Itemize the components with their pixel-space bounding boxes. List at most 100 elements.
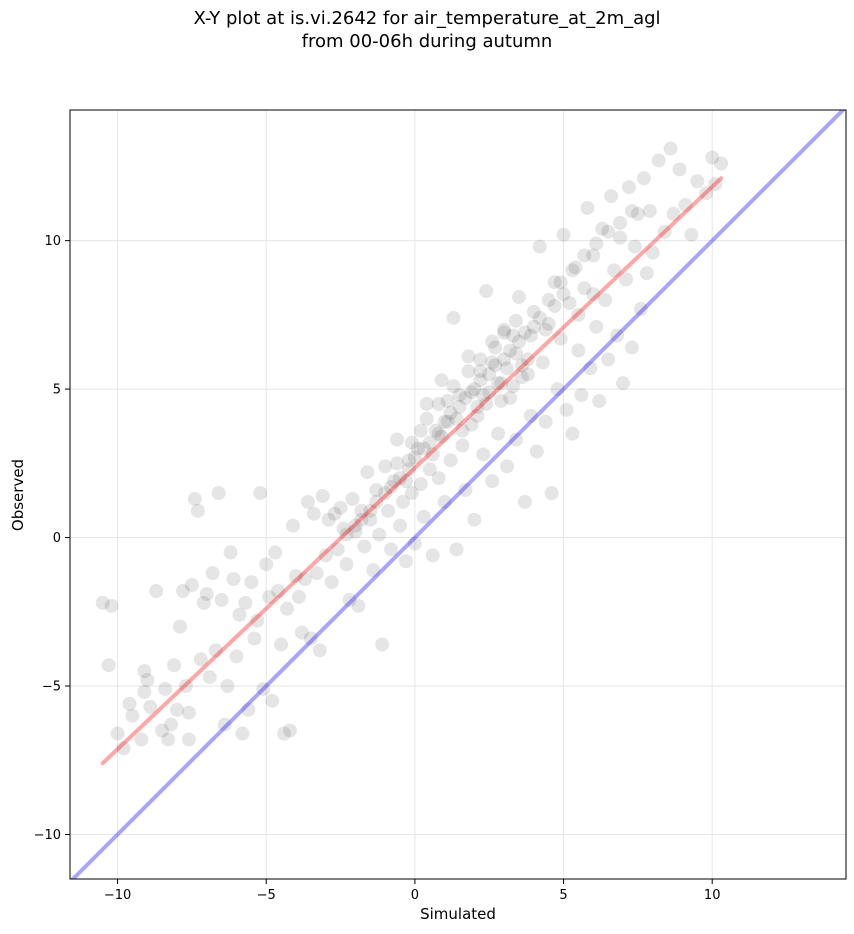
data-point bbox=[217, 717, 232, 732]
data-point bbox=[538, 322, 553, 337]
data-point bbox=[574, 388, 589, 403]
data-point bbox=[422, 435, 437, 450]
data-point bbox=[532, 310, 547, 325]
data-point bbox=[407, 536, 422, 551]
data-point bbox=[238, 595, 253, 610]
data-point bbox=[173, 619, 188, 634]
data-point bbox=[714, 156, 729, 171]
data-point bbox=[452, 399, 467, 414]
data-point bbox=[360, 465, 375, 480]
data-point bbox=[315, 488, 330, 503]
data-point bbox=[705, 150, 720, 165]
data-point bbox=[181, 705, 196, 720]
data-point bbox=[520, 367, 535, 382]
data-point bbox=[395, 494, 410, 509]
data-point bbox=[384, 480, 399, 495]
data-point bbox=[125, 708, 140, 723]
data-point bbox=[256, 681, 271, 696]
data-point bbox=[488, 340, 503, 355]
data-point bbox=[583, 361, 598, 376]
data-point bbox=[586, 287, 601, 302]
data-point bbox=[556, 287, 571, 302]
data-point bbox=[381, 503, 396, 518]
data-point bbox=[577, 248, 592, 263]
data-point bbox=[372, 527, 387, 542]
data-point bbox=[410, 441, 425, 456]
data-point bbox=[595, 221, 610, 236]
data-point bbox=[235, 726, 250, 741]
data-point bbox=[473, 373, 488, 388]
chart-title-line-1: X-Y plot at is.vi.2642 for air_temperatu… bbox=[193, 8, 661, 29]
data-point bbox=[357, 539, 372, 554]
data-point bbox=[642, 203, 657, 218]
data-point bbox=[651, 153, 666, 168]
data-point bbox=[407, 450, 422, 465]
data-point bbox=[178, 679, 193, 694]
data-point bbox=[339, 557, 354, 572]
data-point bbox=[506, 379, 521, 394]
data-point bbox=[485, 334, 500, 349]
data-point bbox=[205, 566, 220, 581]
data-point bbox=[508, 432, 523, 447]
data-point bbox=[369, 483, 384, 498]
data-point bbox=[384, 542, 399, 557]
data-point bbox=[390, 432, 405, 447]
data-point bbox=[309, 566, 324, 581]
data-point bbox=[571, 307, 586, 322]
data-point bbox=[294, 625, 309, 640]
data-point bbox=[393, 471, 408, 486]
data-point bbox=[149, 583, 164, 598]
data-point bbox=[473, 364, 488, 379]
data-point bbox=[155, 723, 170, 738]
data-point bbox=[95, 595, 110, 610]
data-point bbox=[277, 726, 292, 741]
data-point bbox=[330, 542, 345, 557]
data-point bbox=[104, 598, 119, 613]
data-point bbox=[467, 382, 482, 397]
data-point bbox=[500, 459, 515, 474]
data-point bbox=[613, 230, 628, 245]
data-point bbox=[440, 414, 455, 429]
identity-line bbox=[70, 110, 846, 879]
data-point bbox=[618, 272, 633, 287]
data-point bbox=[511, 290, 526, 305]
data-point bbox=[143, 699, 158, 714]
data-point bbox=[497, 325, 512, 340]
data-point bbox=[431, 426, 446, 441]
data-point bbox=[259, 557, 274, 572]
data-point bbox=[187, 491, 202, 506]
data-point bbox=[607, 263, 622, 278]
data-point bbox=[223, 545, 238, 560]
data-point bbox=[624, 340, 639, 355]
data-point bbox=[639, 266, 654, 281]
data-point bbox=[497, 322, 512, 337]
data-point bbox=[497, 352, 512, 367]
data-point bbox=[476, 447, 491, 462]
data-point bbox=[470, 408, 485, 423]
data-point bbox=[446, 310, 461, 325]
data-point bbox=[506, 328, 521, 343]
data-point bbox=[161, 732, 176, 747]
data-point bbox=[508, 346, 523, 361]
data-point bbox=[431, 471, 446, 486]
ticks-layer: −10 −5 0 5 10 −10 −5 0 5 10 bbox=[34, 234, 721, 903]
data-point bbox=[443, 453, 458, 468]
data-point bbox=[244, 575, 259, 590]
data-point bbox=[425, 548, 440, 563]
data-point bbox=[134, 732, 149, 747]
y-tick-label: 0 bbox=[53, 531, 61, 546]
data-point bbox=[401, 453, 416, 468]
data-point bbox=[416, 441, 431, 456]
data-point bbox=[413, 477, 428, 492]
data-point bbox=[297, 572, 312, 587]
data-point bbox=[333, 500, 348, 515]
data-point bbox=[690, 174, 705, 189]
data-point bbox=[562, 295, 577, 310]
data-point bbox=[241, 702, 256, 717]
data-point bbox=[541, 316, 556, 331]
data-point bbox=[170, 702, 185, 717]
data-point bbox=[387, 474, 402, 489]
x-axis-label: Simulated bbox=[420, 905, 496, 923]
data-point bbox=[550, 382, 565, 397]
data-point bbox=[393, 518, 408, 533]
